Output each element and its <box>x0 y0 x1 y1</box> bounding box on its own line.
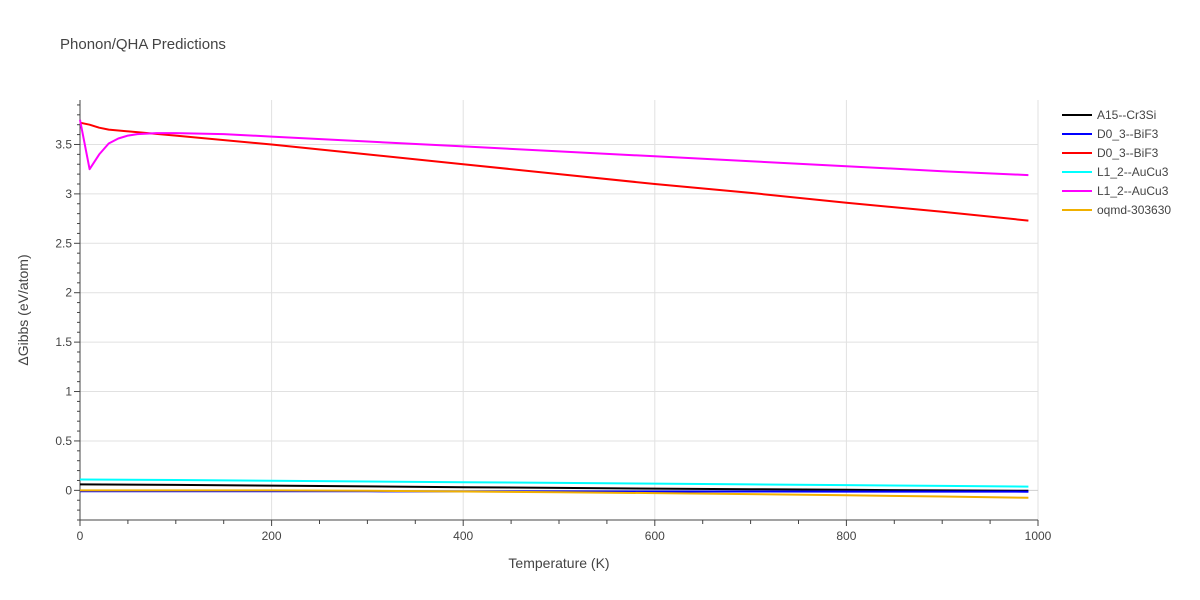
legend-label: L1_2--AuCu3 <box>1097 165 1169 179</box>
legend-label: oqmd-303630 <box>1097 203 1171 217</box>
legend-label: A15--Cr3Si <box>1097 108 1156 122</box>
x-tick-label: 400 <box>453 529 473 543</box>
legend-label: L1_2--AuCu3 <box>1097 184 1169 198</box>
legend: A15--Cr3Si D0_3--BiF3 D0_3--BiF3 L1_2--AuCu… <box>1062 108 1171 217</box>
y-tick-label: 2.5 <box>55 236 72 250</box>
axes <box>74 100 1039 526</box>
y-tick-label: 0.5 <box>55 434 72 448</box>
y-axis-title: ΔGibbs (eV/atom) <box>15 254 31 365</box>
x-axis-title: Temperature (K) <box>508 555 609 571</box>
legend-label: D0_3--BiF3 <box>1097 146 1159 160</box>
series-line-0 <box>79 483 1029 492</box>
chart-title: Phonon/QHA Predictions <box>60 36 226 53</box>
y-tick-label: 1.5 <box>55 335 72 349</box>
y-tick-label: 1 <box>65 385 72 399</box>
y-tick-label: 3.5 <box>55 137 72 151</box>
x-tick-label: 800 <box>836 529 856 543</box>
tick-labels: 0 200 400 600 800 1000 0 0.5 1 1.5 2 2.5 3 3.5 <box>55 137 1051 543</box>
x-tick-label: 0 <box>77 529 84 543</box>
series-line-3 <box>79 478 1029 488</box>
y-tick-label: 2 <box>65 286 72 300</box>
x-tick-label: 1000 <box>1025 529 1052 543</box>
legend-label: D0_3--BiF3 <box>1097 127 1159 141</box>
series-line-4 <box>79 119 1029 177</box>
x-tick-label: 600 <box>645 529 665 543</box>
series-line-2 <box>79 121 1029 222</box>
series-lines <box>79 119 1029 499</box>
series-line-5 <box>80 489 1029 499</box>
x-tick-label: 200 <box>262 529 282 543</box>
gridlines <box>80 100 1039 520</box>
y-tick-label: 0 <box>65 483 72 497</box>
y-tick-label: 3 <box>65 187 72 201</box>
